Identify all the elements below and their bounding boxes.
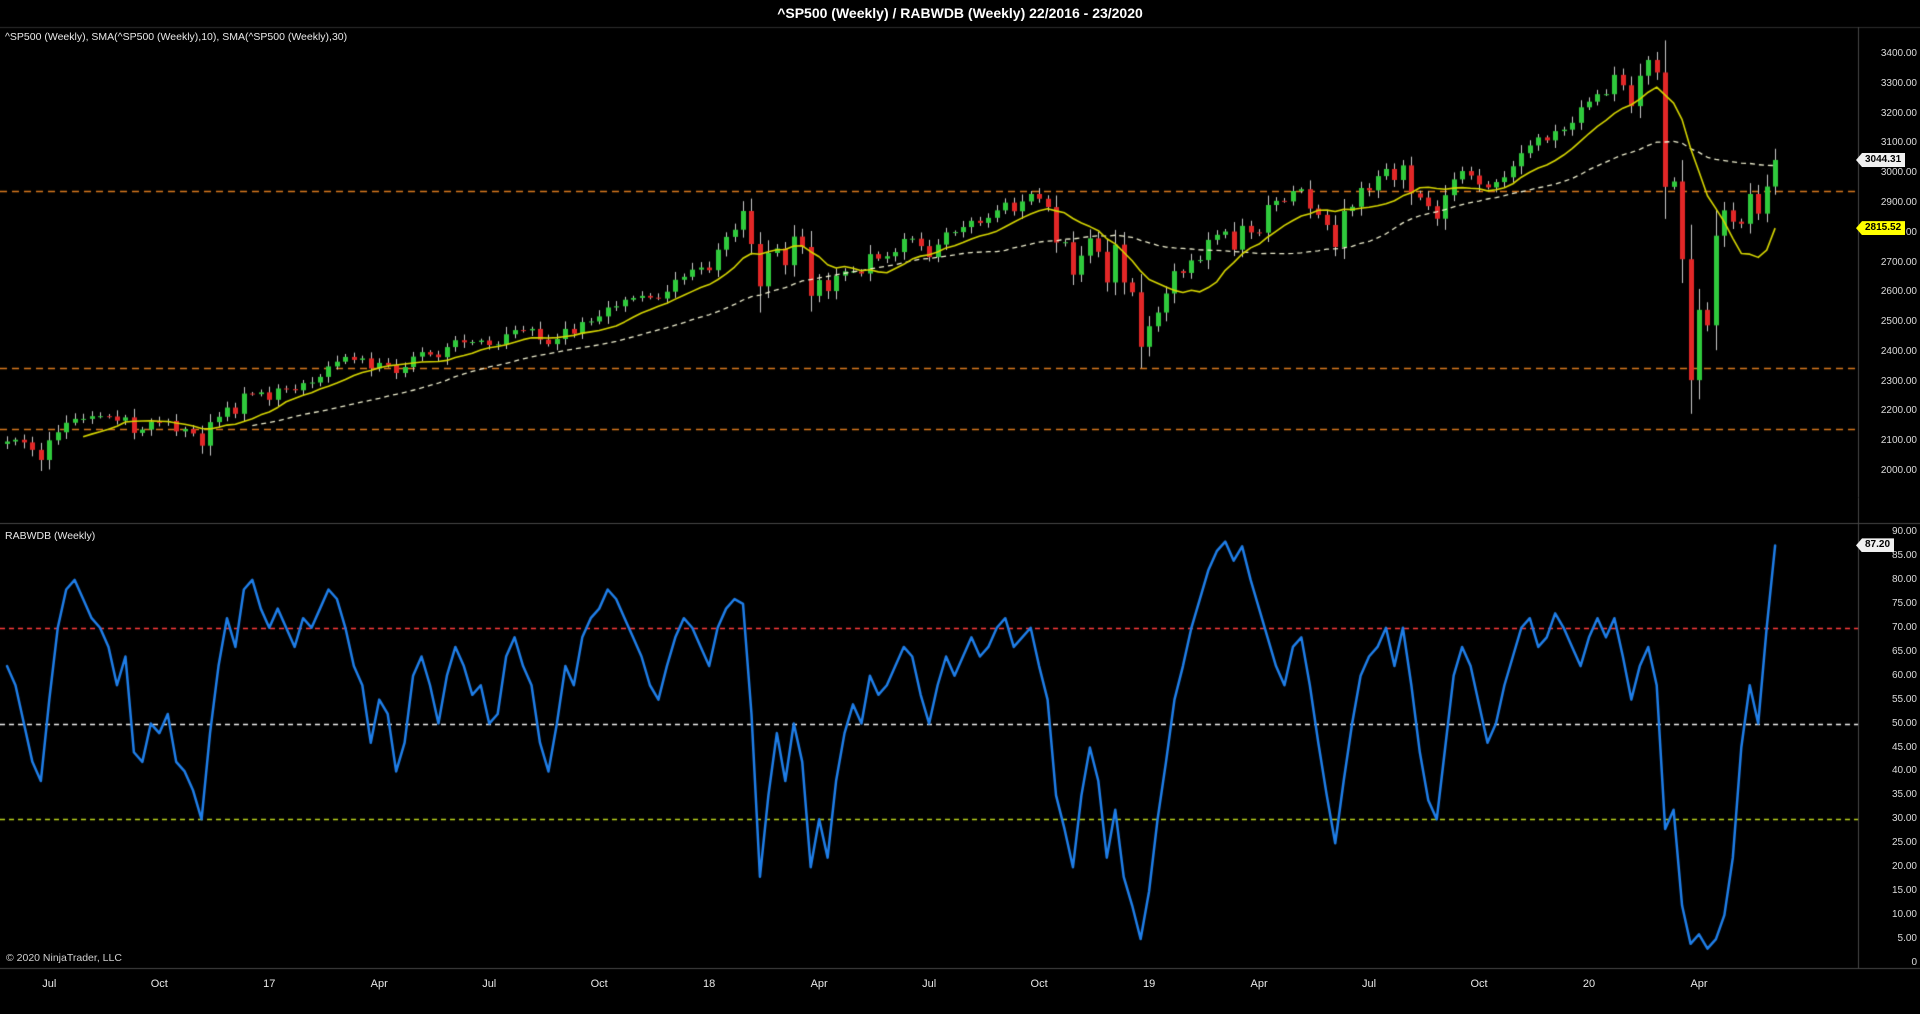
y-axis-label: 3300.00: [1880, 77, 1917, 89]
x-axis-label: Jul: [922, 978, 937, 990]
y-axis-label: 2100.00: [1880, 435, 1917, 447]
y-axis-label: 80.00: [1891, 573, 1917, 585]
y-axis-label: 50.00: [1891, 717, 1917, 729]
indicator-marker-text: 87.20: [1856, 538, 1895, 553]
x-axis-label: 17: [263, 978, 276, 990]
x-axis-label: Jul: [482, 978, 497, 990]
y-axis-label: 5.00: [1897, 933, 1917, 945]
y-axis-label: 2200.00: [1880, 405, 1917, 417]
x-axis-label: 19: [1142, 978, 1156, 990]
y-axis-label: 3000.00: [1880, 167, 1917, 179]
last-price-marker-text: 3044.31: [1856, 152, 1906, 167]
chart-title: ^SP500 (Weekly) / RABWDB (Weekly) 22/201…: [777, 5, 1143, 21]
sma10-marker-text: 2815.52: [1856, 221, 1906, 236]
y-axis-label: 25.00: [1891, 837, 1917, 849]
y-axis-label: 65.00: [1891, 645, 1917, 657]
x-axis-label: Apr: [1250, 978, 1268, 990]
y-axis-label: 3400.00: [1880, 48, 1917, 59]
x-axis-label: Oct: [590, 978, 608, 990]
x-axis-label: Jul: [1362, 978, 1377, 990]
y-axis-label: 3100.00: [1880, 137, 1917, 149]
y-axis-label: 35.00: [1891, 789, 1917, 801]
x-axis-label: Oct: [1030, 978, 1048, 990]
sma10-value-marker: 2815.52: [1856, 221, 1906, 236]
y-axis-label: 2000.00: [1880, 465, 1917, 476]
y-axis-label: 20.00: [1891, 861, 1917, 873]
y-axis-label: 2600.00: [1880, 286, 1917, 298]
x-axis-label: Oct: [1470, 978, 1488, 990]
copyright-notice: © 2020 NinjaTrader, LLC: [6, 952, 122, 964]
x-axis-label: Jul: [42, 978, 57, 990]
y-axis-label: 15.00: [1891, 885, 1917, 897]
y-axis-label: 40.00: [1891, 765, 1917, 777]
y-axis-label: 75.00: [1891, 597, 1917, 609]
x-axis-label: Apr: [1690, 978, 1708, 990]
y-axis-label: 70.00: [1891, 621, 1917, 633]
y-axis-label: 3200.00: [1880, 107, 1917, 119]
y-axis-label: 0: [1911, 957, 1917, 968]
y-axis-label: 2900.00: [1880, 196, 1917, 208]
y-axis-label: 45.00: [1891, 741, 1917, 753]
indicator-value-marker: 87.20: [1856, 538, 1895, 553]
y-axis-label: 30.00: [1891, 813, 1917, 825]
x-axis-label: Apr: [370, 978, 388, 990]
x-axis-label: Apr: [810, 978, 828, 990]
y-axis-label: 55.00: [1891, 693, 1917, 705]
time-axis[interactable]: Jul Oct 17 Apr Jul Oct 18 Apr Jul Oct 19 Apr Jul Oct 2…: [0, 976, 1920, 998]
indicator-panel-series-label: RABWDB (Weekly): [5, 530, 96, 542]
price-panel-series-label: ^SP500 (Weekly), SMA(^SP500 (Weekly),10)…: [5, 31, 348, 43]
y-axis-label: 60.00: [1891, 669, 1917, 681]
x-axis-label: 18: [703, 978, 716, 990]
x-axis-label: Oct: [150, 978, 168, 990]
last-price-marker: 3044.31: [1856, 152, 1906, 167]
y-axis-label: 2700.00: [1880, 256, 1917, 268]
y-axis-label: 2400.00: [1880, 345, 1917, 357]
y-axis-label: 10.00: [1891, 909, 1917, 921]
y-axis-label: 2500.00: [1880, 316, 1917, 328]
x-axis-label: 20: [1582, 978, 1596, 990]
y-axis-label: 90.00: [1891, 526, 1917, 537]
y-axis-label: 85.00: [1891, 549, 1917, 561]
y-axis-label: 2300.00: [1880, 375, 1917, 387]
